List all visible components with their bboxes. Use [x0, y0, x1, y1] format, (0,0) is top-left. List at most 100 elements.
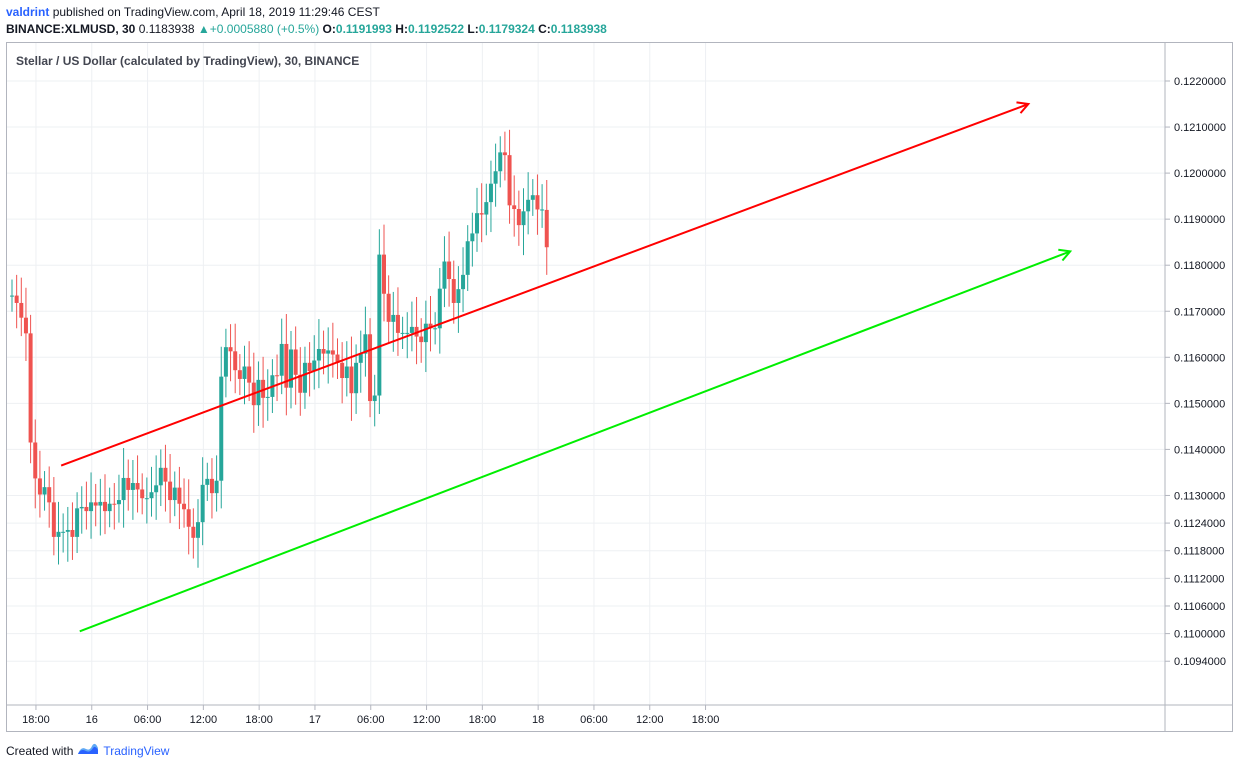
candle-body: [475, 213, 479, 234]
x-tick-label: 12:00: [413, 714, 441, 726]
upper-channel-line: [60, 103, 1029, 467]
candle-body: [326, 350, 331, 354]
y-tick-label: 0.1118000: [1174, 546, 1224, 558]
candle-body: [354, 362, 359, 394]
candles: [10, 129, 549, 568]
up-triangle-icon: ▲: [197, 22, 210, 36]
price-change: +0.0005880 (+0.5%): [209, 22, 320, 36]
candle-body: [321, 349, 326, 354]
candle-body: [265, 396, 270, 398]
candle-body: [428, 323, 433, 329]
candle-body: [512, 205, 517, 210]
close-label: C:: [538, 22, 551, 36]
candle-body: [447, 261, 452, 280]
x-tick-label: 12:00: [636, 714, 664, 726]
candle-body: [456, 289, 461, 303]
high-label: H:: [395, 22, 408, 36]
candle-body: [451, 279, 456, 303]
candle-body: [158, 467, 163, 486]
candle-body: [242, 366, 247, 379]
y-tick-label: 0.1150000: [1174, 398, 1225, 410]
candle-body: [386, 293, 391, 322]
candle-body: [191, 526, 196, 538]
y-tick-label: 0.1112000: [1174, 573, 1224, 585]
candle-body: [61, 531, 66, 533]
y-tick-label: 0.1106000: [1174, 601, 1225, 613]
candle-body: [10, 295, 14, 297]
author-name[interactable]: valdrint: [6, 5, 50, 19]
publish-info: published on TradingView.com, April 18, …: [52, 5, 380, 19]
candle-body: [540, 209, 545, 211]
candle-body: [423, 323, 428, 343]
candle-body: [400, 332, 405, 334]
candle-body: [51, 502, 56, 537]
candle-body: [196, 522, 200, 538]
candle-body: [154, 485, 159, 493]
lower-channel-line: [79, 250, 1071, 633]
candle-body: [419, 336, 424, 343]
x-tick-label: 06:00: [580, 714, 608, 726]
candle-body: [89, 502, 94, 512]
candle-body: [484, 202, 489, 215]
candle-body: [358, 353, 363, 363]
chart-grid: [7, 43, 1165, 705]
tradingview-logo-icon: [77, 742, 99, 759]
candle-body: [535, 195, 540, 210]
candle-body: [75, 508, 80, 537]
y-tick-label: 0.1124000: [1174, 518, 1225, 530]
candle-body: [530, 195, 535, 200]
candle-body: [149, 492, 154, 499]
candle-body: [70, 529, 75, 537]
candle-body: [516, 209, 521, 226]
x-tick-label: 18:00: [692, 714, 720, 726]
chart-frame[interactable]: [6, 42, 1233, 732]
y-tick-label: 0.1140000: [1174, 444, 1225, 456]
tradingview-link[interactable]: TradingView: [103, 743, 170, 758]
candle-body: [382, 254, 386, 294]
candle-body: [126, 477, 131, 490]
x-tick-label: 17: [309, 714, 321, 726]
last-price: 0.1183938: [138, 22, 195, 36]
x-tick-label: 06:00: [357, 714, 385, 726]
candle-body: [479, 213, 484, 215]
y-tick-label: 0.1180000: [1174, 260, 1225, 272]
high-value: 0.1192522: [407, 22, 465, 36]
y-tick-label: 0.1190000: [1174, 214, 1225, 226]
candle-body: [470, 233, 475, 242]
candle-body: [521, 211, 526, 226]
y-tick-label: 0.1100000: [1174, 629, 1225, 641]
candle-body: [28, 333, 33, 443]
candle-body: [298, 374, 303, 393]
candle-body: [209, 478, 214, 494]
candle-body: [284, 343, 289, 388]
candle-body: [261, 379, 266, 398]
y-tick-label: 0.1220000: [1174, 76, 1226, 88]
candle-body: [307, 362, 312, 372]
candle-body: [293, 349, 298, 375]
candle-body: [112, 503, 117, 505]
close-value: 0.1183938: [550, 22, 607, 36]
upper-channel-line-arrowhead: [1016, 101, 1031, 114]
y-tick-label: 0.1170000: [1174, 306, 1225, 318]
axes: 0.1220000 0.1210000 0.1200000 0.1190000 0.11…: [7, 43, 1232, 731]
candle-body: [223, 347, 228, 377]
open-value: 0.1191993: [335, 22, 392, 36]
candle-body: [172, 487, 177, 501]
candle-body: [37, 478, 42, 495]
candle-body: [19, 302, 24, 318]
publish-line: valdrint published on TradingView.com, A…: [6, 5, 380, 19]
candle-body: [488, 183, 493, 203]
candle-body: [121, 477, 126, 501]
candle-body: [47, 487, 52, 503]
candle-body: [219, 376, 224, 481]
candle-body: [391, 314, 396, 322]
candle-body: [103, 501, 107, 512]
ohlc-line: BINANCE:XLMUSD, 30 0.1183938 ▲+0.0005880…: [6, 22, 607, 36]
candle-body: [116, 500, 121, 505]
x-tick-label: 18:00: [469, 714, 497, 726]
candle-body: [177, 487, 182, 504]
candle-body: [93, 502, 98, 506]
chart-title: Stellar / US Dollar (calculated by Tradi…: [16, 54, 359, 68]
x-tick-label: 18: [532, 714, 544, 726]
